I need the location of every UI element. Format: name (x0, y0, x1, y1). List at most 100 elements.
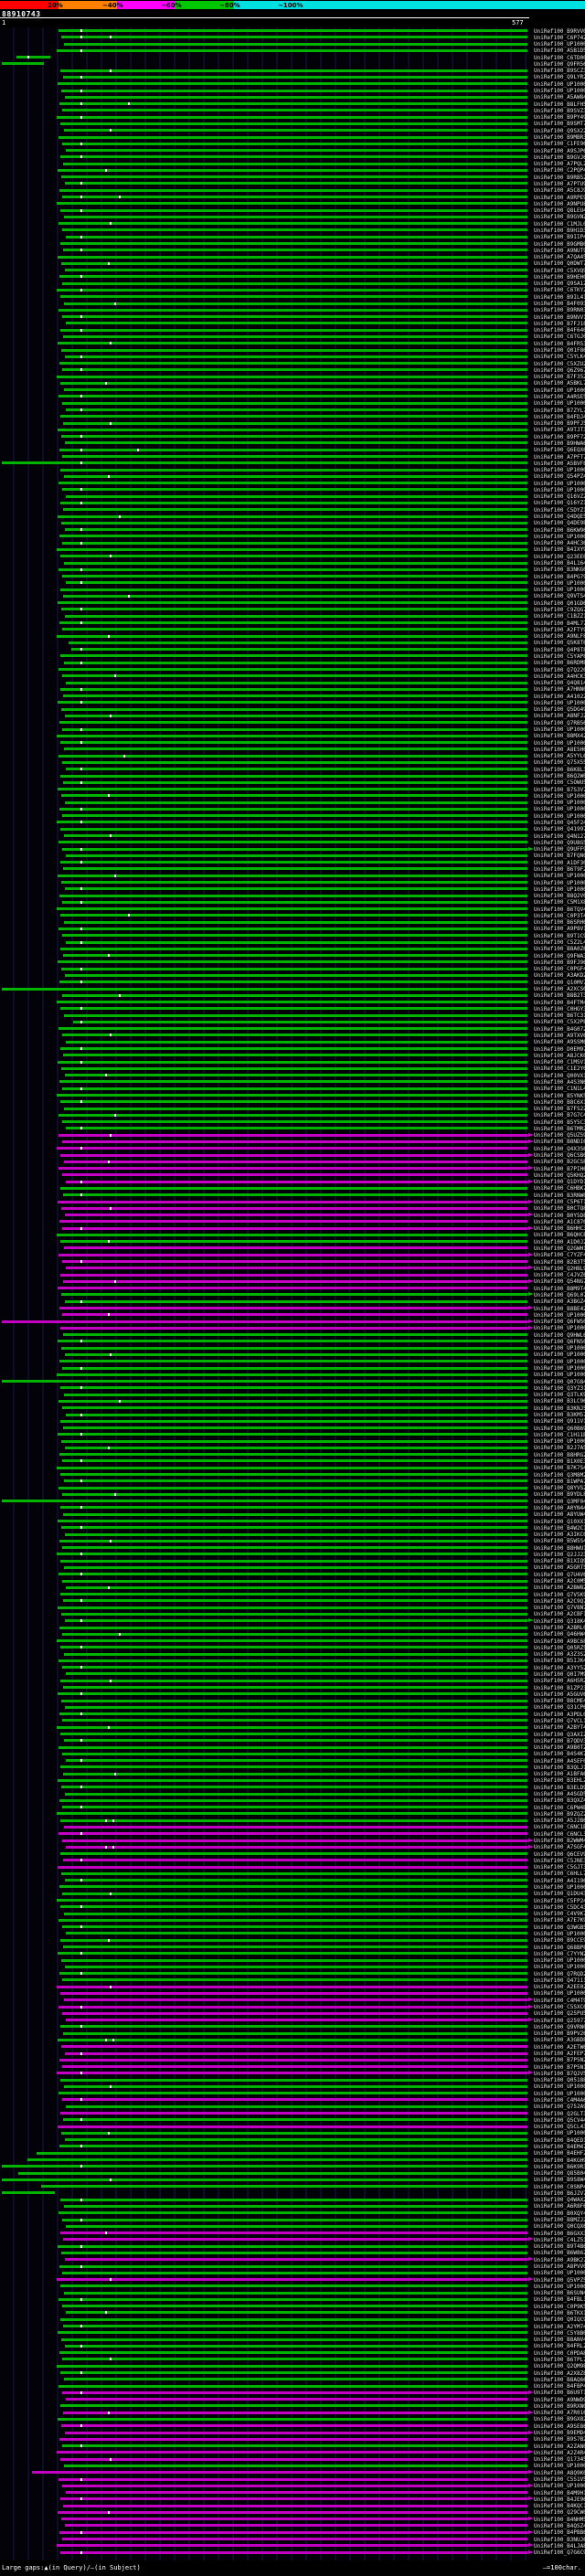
hit-bar[interactable] (61, 435, 527, 439)
hit-bar[interactable] (61, 1293, 527, 1297)
hit-bar[interactable] (64, 1479, 527, 1483)
hit-label[interactable]: UniRef100_Q9SX22 (534, 127, 585, 134)
hit-bar[interactable] (62, 541, 527, 545)
hit-label[interactable]: UniRef100_Q10MV7 (534, 979, 585, 986)
hit-label[interactable]: UniRef100_A5J2B6 (534, 1818, 585, 1825)
hit-label[interactable]: UniRef100_A2XCS0 (534, 986, 585, 992)
hit-label[interactable]: UniRef100_Q29CW0 (534, 2509, 585, 2517)
hit-label[interactable]: UniRef100_A2ETW6 (534, 2043, 585, 2051)
hit-label[interactable]: UniRef100_Q46HW4 (534, 1631, 585, 1638)
hit-bar[interactable] (66, 408, 527, 412)
hit-bar[interactable] (16, 56, 50, 59)
hit-label[interactable]: UniRef100_Q5VPZ5 (534, 2276, 585, 2284)
hit-bar[interactable] (58, 255, 527, 259)
hit-label[interactable]: UniRef100_Q9UFF9 (534, 846, 585, 853)
hit-bar[interactable] (59, 721, 527, 725)
hit-bar[interactable] (64, 661, 527, 664)
hit-bar[interactable] (62, 1839, 527, 1842)
hit-label[interactable]: UniRef100_B9S8W4 (534, 2177, 585, 2184)
hit-label[interactable]: UniRef100_B8Q2V0 (534, 893, 585, 900)
hit-label[interactable]: UniRef100_A8NFJ2 (534, 713, 585, 720)
hit-label[interactable]: UniRef100_Q4X3S6 (534, 1145, 585, 1152)
hit-bar[interactable] (60, 2457, 527, 2461)
hit-label[interactable]: UniRef100_C6PW4B (534, 1804, 585, 1811)
hit-label[interactable]: UniRef100_C6HLL7 (534, 1871, 585, 1878)
hit-label[interactable]: UniRef100_Q318K4 (534, 1617, 585, 1625)
hit-bar[interactable] (66, 235, 527, 239)
hit-label[interactable]: UniRef100_B8HRG2 (534, 1451, 585, 1458)
hit-label[interactable]: UniRef100_C1E2Y0 (534, 1065, 585, 1073)
hit-bar[interactable] (65, 2524, 527, 2528)
hit-bar[interactable] (60, 774, 527, 778)
hit-label[interactable]: UniRef100_A4HC36 (534, 540, 585, 547)
hit-bar[interactable] (59, 1360, 527, 1363)
hit-bar[interactable] (64, 215, 527, 218)
hit-label[interactable]: UniRef100_B6QHC8 (534, 1232, 585, 1239)
hit-label[interactable]: UniRef100_Q7RQD2 (534, 1970, 585, 1977)
hit-bar[interactable] (64, 1652, 527, 1656)
hit-label[interactable]: UniRef100_C5P6T1 (534, 1199, 585, 1205)
hit-bar[interactable] (58, 960, 527, 964)
hit-label[interactable]: UniRef100_B7P5N2 (534, 2057, 585, 2064)
hit-label[interactable]: UniRef100_B0Y5D8 (534, 1212, 585, 1219)
hit-bar[interactable] (61, 1786, 527, 1789)
hit-label[interactable]: UniRef100_B8MZJ2 (534, 2217, 585, 2224)
hit-bar[interactable] (62, 575, 527, 578)
hit-label[interactable]: UniRef100_B6TQV4 (534, 906, 585, 913)
hit-label[interactable]: UniRef100_Q9HWL6 (534, 1331, 585, 1339)
hit-bar[interactable] (64, 302, 527, 305)
hit-label[interactable]: UniRef100_Q4WAX2 (534, 2197, 585, 2204)
hit-bar[interactable] (60, 2371, 527, 2374)
hit-label[interactable]: UniRef100_B5W5S4 (534, 1538, 585, 1545)
hit-label[interactable]: UniRef100_C4M4A6 (534, 2096, 585, 2104)
hit-label[interactable]: UniRef100_B9SVZ3 (534, 107, 585, 114)
hit-bar[interactable] (58, 567, 527, 571)
hit-label[interactable]: UniRef100_A2BW82 (534, 1585, 585, 1592)
hit-bar[interactable] (58, 1060, 527, 1064)
hit-label[interactable]: UniRef100_Q9FR56 (534, 60, 585, 68)
hit-label[interactable]: UniRef100_UP1000... (534, 806, 585, 813)
hit-label[interactable]: UniRef100_B9IL41 (534, 293, 585, 301)
hit-bar[interactable] (58, 514, 527, 518)
hit-label[interactable]: UniRef100_Q23EE0 (534, 553, 585, 560)
hit-bar[interactable] (66, 322, 527, 325)
hit-bar[interactable] (58, 1778, 527, 1782)
hit-label[interactable]: UniRef100_B8C6X1 (534, 1098, 585, 1106)
hit-label[interactable]: UniRef100_B4PG79 (534, 573, 585, 580)
hit-label[interactable]: UniRef100_A9NPU8 (534, 200, 585, 207)
hit-bar[interactable] (58, 1113, 527, 1117)
hit-label[interactable]: UniRef100_B9SMT7 (534, 121, 585, 128)
hit-label[interactable]: UniRef100_Q2GLT3 (534, 2110, 585, 2117)
hit-label[interactable]: UniRef100_B0XQY4 (534, 2210, 585, 2217)
hit-label[interactable]: UniRef100_Q41997 (534, 826, 585, 833)
hit-bar[interactable] (58, 1486, 527, 1489)
hit-bar[interactable] (66, 1040, 527, 1044)
hit-label[interactable]: UniRef100_A7QA45 (534, 254, 585, 261)
hit-label[interactable]: UniRef100_A9NLF8 (534, 633, 585, 641)
hit-bar[interactable] (59, 807, 527, 811)
hit-label[interactable]: UniRef100_C5XVQ9 (534, 267, 585, 274)
hit-bar[interactable] (58, 1745, 527, 1749)
hit-label[interactable]: UniRef100_B6W862 (534, 2250, 585, 2257)
hit-label[interactable]: UniRef100_Q5CV44 (534, 2116, 585, 2124)
hit-bar[interactable] (58, 2417, 527, 2421)
hit-label[interactable]: UniRef100_B4EM47 (534, 2143, 585, 2150)
hit-label[interactable]: UniRef100_UP1000... (534, 885, 585, 893)
hit-label[interactable]: UniRef100_UP1000... (534, 533, 585, 540)
hit-bar[interactable] (59, 2351, 527, 2355)
hit-bar[interactable] (57, 115, 527, 119)
hit-bar[interactable] (63, 2031, 527, 2035)
hit-label[interactable]: UniRef100_Q01GD6 (534, 599, 585, 607)
hit-bar[interactable] (63, 334, 527, 338)
hit-bar[interactable] (60, 827, 527, 831)
hit-label[interactable]: UniRef100_Q0I7M9 (534, 1670, 585, 1678)
hit-label[interactable]: UniRef100_Q5CL43 (534, 2124, 585, 2131)
hit-label[interactable]: UniRef100_A2C0M5 (534, 1578, 585, 1585)
hit-label[interactable]: UniRef100_C5YLK4 (534, 354, 585, 361)
hit-bar[interactable] (61, 521, 527, 525)
hit-bar[interactable] (63, 249, 527, 252)
hit-bar[interactable] (60, 501, 527, 504)
hit-bar[interactable] (61, 1439, 527, 1443)
hit-bar[interactable] (58, 1606, 527, 1609)
hit-label[interactable]: UniRef100_A9BC68 (534, 1638, 585, 1645)
